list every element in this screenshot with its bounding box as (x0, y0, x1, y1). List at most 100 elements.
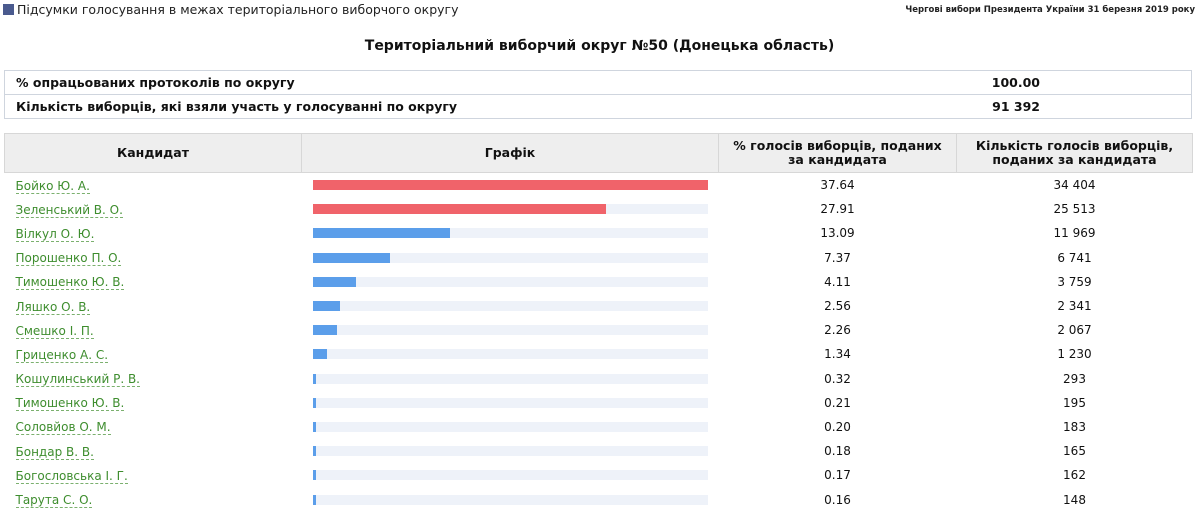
candidate-link[interactable]: Тарута С. О. (15, 493, 93, 509)
votes-cell: 11 969 (1053, 226, 1096, 241)
percent-cell: 0.20 (824, 419, 851, 434)
candidate-link[interactable]: Вілкул О. Ю. (15, 226, 95, 242)
candidate-cell: Бойко Ю. А. (5, 173, 302, 198)
chart-cell (302, 391, 719, 415)
percent-cell: 37.64 (820, 178, 855, 193)
candidate-cell: Гриценко А. С. (5, 342, 302, 366)
table-row: Смешко І. П. 2.26 2 067 (5, 318, 1193, 342)
candidate-link[interactable]: Тимошенко Ю. В. (15, 396, 125, 412)
candidate-link[interactable]: Кошулинський Р. В. (15, 372, 140, 388)
candidate-cell: Смешко І. П. (5, 318, 302, 342)
votes-cell: 148 (1063, 492, 1086, 507)
table-row: Зеленський В. О. 27.91 25 513 (5, 197, 1193, 221)
votes-cell: 6 741 (1057, 250, 1092, 265)
percent-cell: 0.18 (824, 444, 851, 459)
bar-track (312, 276, 708, 287)
candidate-link[interactable]: Бондар В. В. (15, 444, 94, 460)
candidate-link[interactable]: Смешко І. П. (15, 323, 94, 339)
chart-cell (302, 318, 719, 342)
chart-cell (302, 173, 719, 198)
summary-value: 100.00 (820, 70, 1192, 95)
vote-bar (312, 494, 316, 505)
vote-bar (312, 349, 327, 360)
candidate-cell: Зеленський В. О. (5, 197, 302, 221)
table-row: Тимошенко Ю. В. 4.11 3 759 (5, 270, 1193, 294)
summary-row-protocols: % опрацьованих протоколів по округу 100.… (4, 70, 1192, 95)
votes-cell: 2 067 (1057, 323, 1092, 338)
summary-label: Кількість виборців, які взяли участь у г… (16, 99, 458, 114)
results-body: Бойко Ю. А. 37.64 34 404 Зеленський В. О. 27… (5, 173, 1193, 512)
candidate-link[interactable]: Гриценко А. С. (15, 347, 109, 363)
vote-bar (312, 470, 316, 481)
bar-track (312, 494, 708, 505)
candidate-cell: Богословська І. Г. (5, 463, 302, 487)
candidate-link[interactable]: Зеленський В. О. (15, 202, 123, 218)
header-votes[interactable]: Кількість голосів виборців, поданих за к… (956, 133, 1193, 173)
percent-cell: 7.37 (824, 250, 851, 265)
vote-bar (312, 276, 356, 287)
candidate-cell: Порошенко П. О. (5, 246, 302, 270)
candidate-link[interactable]: Порошенко П. О. (15, 251, 122, 267)
table-row: Ляшко О. В. 2.56 2 341 (5, 294, 1193, 318)
candidate-cell: Соловйов О. М. (5, 415, 302, 439)
table-row: Тимошенко Ю. В. 0.21 195 (5, 391, 1193, 415)
table-row: Гриценко А. С. 1.34 1 230 (5, 342, 1193, 366)
summary-value: 91 392 (992, 99, 1040, 114)
candidate-link[interactable]: Тимошенко Ю. В. (15, 275, 125, 291)
vote-bar (312, 252, 390, 263)
bar-track (312, 446, 708, 457)
chart-cell (302, 415, 719, 439)
candidate-link[interactable]: Ляшко О. В. (15, 299, 91, 315)
table-row: Порошенко П. О. 7.37 6 741 (5, 246, 1193, 270)
candidate-cell: Бондар В. В. (5, 439, 302, 463)
table-row: Бойко Ю. А. 37.64 34 404 (5, 173, 1193, 198)
table-row: Вілкул О. Ю. 13.09 11 969 (5, 221, 1193, 245)
percent-cell: 2.26 (824, 323, 851, 338)
bar-track (312, 301, 708, 312)
chart-cell (302, 246, 719, 270)
votes-cell: 293 (1063, 371, 1086, 386)
votes-cell: 2 341 (1057, 299, 1092, 314)
candidate-link[interactable]: Богословська І. Г. (15, 468, 128, 484)
header-candidate[interactable]: Кандидат (4, 133, 302, 173)
chart-cell (302, 367, 719, 391)
votes-cell: 25 513 (1053, 202, 1096, 217)
percent-cell: 27.91 (820, 202, 855, 217)
bar-track (312, 228, 708, 239)
vote-bar (312, 301, 340, 312)
percent-cell: 13.09 (820, 226, 855, 241)
votes-cell: 1 230 (1057, 347, 1092, 362)
bar-track (312, 252, 708, 263)
bar-track (312, 421, 708, 432)
table-row: Богословська І. Г. 0.17 162 (5, 463, 1193, 487)
bar-track (312, 349, 708, 360)
top-bar: Підсумки голосування в межах територіаль… (0, 0, 1199, 20)
percent-cell: 0.17 (824, 468, 851, 483)
candidate-cell: Тимошенко Ю. В. (5, 391, 302, 415)
bar-track (312, 470, 708, 481)
votes-cell: 162 (1063, 468, 1086, 483)
table-row: Бондар В. В. 0.18 165 (5, 439, 1193, 463)
summary-table: % опрацьованих протоколів по округу 100.… (4, 70, 1192, 119)
district-title: Територіальний виборчий округ №50 (Донец… (364, 38, 835, 54)
chart-cell (302, 342, 719, 366)
results-table: Кандидат Графік % голосів виборців, пода… (4, 133, 1193, 512)
percent-cell: 1.34 (824, 347, 851, 362)
candidate-link[interactable]: Бойко Ю. А. (15, 178, 90, 194)
header-percent[interactable]: % голосів виборців, поданих за кандидата (718, 133, 957, 173)
vote-bar (312, 421, 316, 432)
votes-cell: 3 759 (1057, 274, 1092, 289)
chart-cell (302, 270, 719, 294)
bar-track (312, 373, 708, 384)
bar-track (312, 204, 708, 215)
vote-bar (312, 228, 450, 239)
results-header-row: Кандидат Графік % голосів виборців, пода… (4, 133, 1193, 173)
bar-track (312, 180, 708, 191)
bar-track (312, 397, 708, 408)
chart-cell (302, 439, 719, 463)
candidate-cell: Тимошенко Ю. В. (5, 270, 302, 294)
candidate-link[interactable]: Соловйов О. М. (15, 420, 111, 436)
candidate-cell: Кошулинський Р. В. (5, 367, 302, 391)
percent-cell: 0.32 (824, 371, 851, 386)
percent-cell: 4.11 (824, 274, 851, 289)
